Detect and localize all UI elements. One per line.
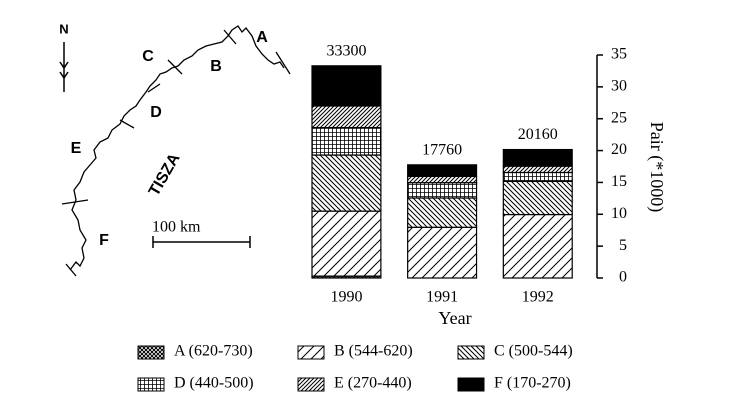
x-tick-label: 1991 — [426, 289, 458, 306]
total-label: 20160 — [518, 126, 558, 143]
y-tick-label: 30 — [611, 78, 627, 95]
bar-segment — [502, 148, 573, 167]
y-tick-label: 10 — [611, 205, 627, 222]
y-axis-label: Pair (*1000) — [646, 122, 667, 212]
section-label: B — [210, 58, 222, 75]
y-tick-label: 0 — [619, 269, 627, 286]
bar-segment — [407, 226, 478, 279]
bar-segment — [407, 164, 478, 177]
scale-label: 100 km — [152, 219, 201, 236]
river — [69, 25, 285, 271]
bar-segment — [502, 180, 573, 216]
bar-segment — [311, 65, 382, 107]
section-label: D — [150, 104, 162, 121]
y-tick-label: 15 — [611, 173, 627, 190]
legend-swatch — [457, 377, 485, 392]
legend-label: E (270-440) — [334, 375, 412, 392]
y-tick-label: 5 — [619, 237, 627, 254]
legend-swatch — [137, 345, 165, 360]
bar-segment — [502, 171, 573, 183]
section-label: A — [256, 29, 268, 46]
x-tick-label: 1992 — [522, 289, 554, 306]
north-label: N — [59, 21, 68, 36]
bar-segment — [311, 210, 382, 277]
y-tick-label: 20 — [611, 141, 627, 158]
total-label: 17760 — [422, 142, 462, 159]
legend-label: B (544-620) — [334, 343, 413, 360]
legend-swatch — [457, 345, 485, 360]
bar-segment — [311, 127, 382, 156]
bar-segment — [502, 213, 573, 279]
bar-segment — [407, 175, 478, 184]
legend-swatch — [137, 377, 165, 392]
section-label: E — [71, 140, 82, 157]
scale-bar — [152, 236, 251, 248]
x-axis-label: Year — [438, 308, 471, 328]
legend-label: F (170-270) — [494, 375, 571, 392]
legend-swatch — [297, 377, 325, 392]
legend-label: D (440-500) — [174, 375, 254, 392]
y-tick-label: 25 — [611, 109, 627, 126]
section-marks — [61, 29, 291, 277]
legend-label: A (620-730) — [174, 343, 253, 360]
bar-segment — [311, 154, 382, 212]
bar-segment — [502, 165, 573, 174]
section-label: C — [142, 48, 154, 65]
section-label: F — [99, 232, 109, 249]
legend-swatch — [297, 345, 325, 360]
legend-label: C (500-544) — [494, 343, 573, 360]
bar-segment — [407, 197, 478, 228]
bar-segment — [311, 105, 382, 129]
total-label: 33300 — [326, 43, 366, 60]
north-arrow — [59, 42, 69, 92]
map: N 100 km TISZA A B C D E F — [59, 21, 291, 277]
y-tick-label: 35 — [611, 46, 627, 63]
river-label: TISZA — [146, 150, 184, 199]
x-tick-label: 1990 — [330, 289, 362, 306]
bar-segment — [407, 182, 478, 199]
